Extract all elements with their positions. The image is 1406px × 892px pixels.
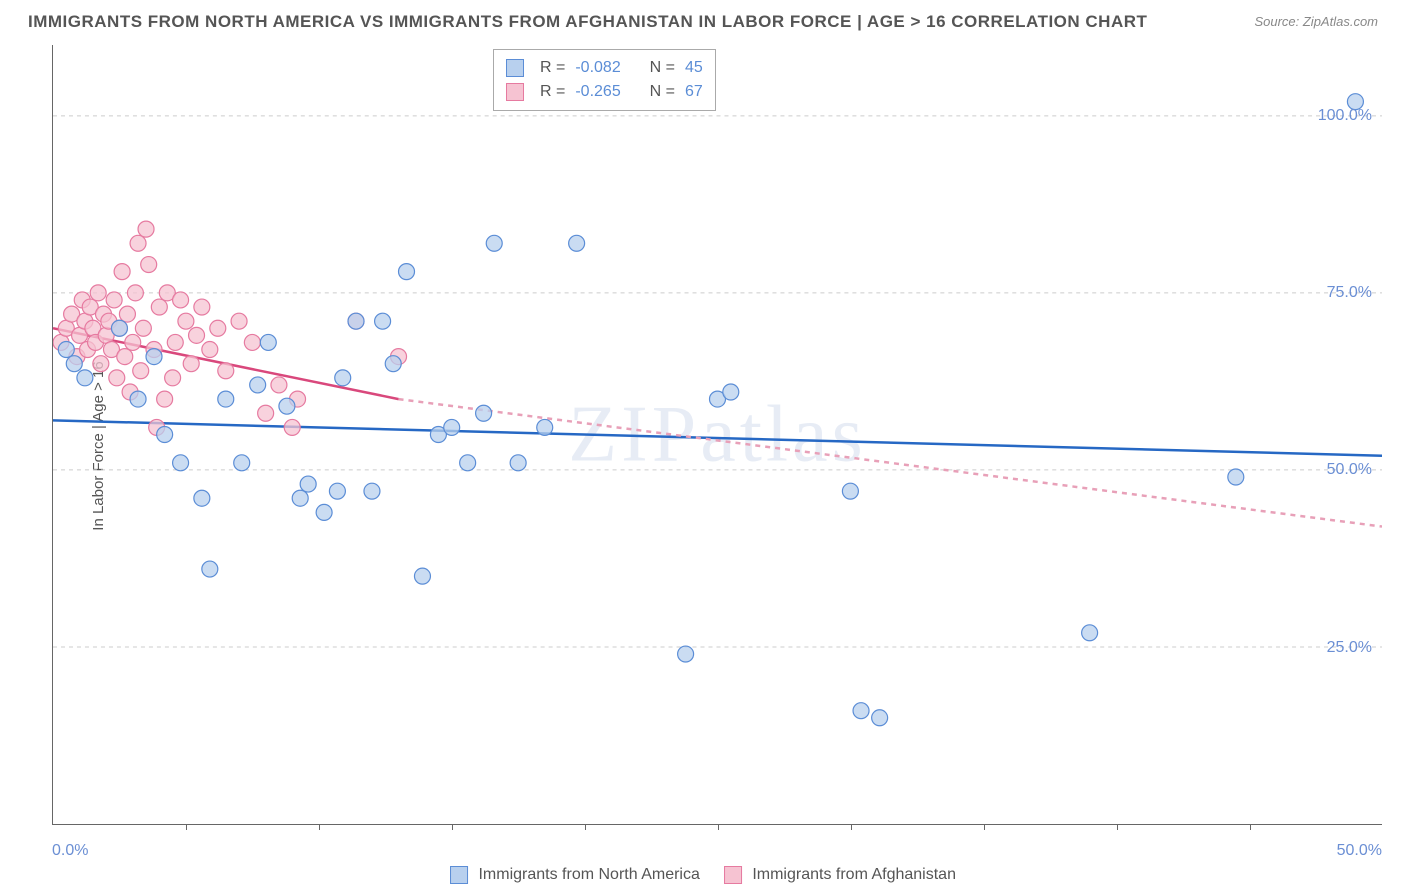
x-tick bbox=[319, 824, 320, 830]
legend-swatch-a-bottom bbox=[450, 866, 468, 884]
source-attribution: Source: ZipAtlas.com bbox=[1254, 14, 1378, 29]
legend-row-series-a: R = -0.082 N = 45 bbox=[506, 56, 703, 80]
x-tick bbox=[1250, 824, 1251, 830]
scatter-svg bbox=[53, 45, 1382, 824]
y-tick-label: 25.0% bbox=[1327, 639, 1372, 657]
series-legend: Immigrants from North America Immigrants… bbox=[450, 866, 956, 884]
legend-r-prefix: R = bbox=[540, 80, 565, 104]
legend-item-a: Immigrants from North America bbox=[450, 866, 700, 884]
y-tick-label: 100.0% bbox=[1318, 107, 1372, 125]
y-tick-label: 50.0% bbox=[1327, 461, 1372, 479]
x-tick bbox=[984, 824, 985, 830]
legend-n-value-b: 67 bbox=[685, 80, 703, 104]
x-tick bbox=[851, 824, 852, 830]
legend-n-prefix: N = bbox=[650, 80, 675, 104]
legend-row-series-b: R = -0.265 N = 67 bbox=[506, 80, 703, 104]
correlation-legend: R = -0.082 N = 45 R = -0.265 N = 67 bbox=[493, 49, 716, 111]
legend-n-value-a: 45 bbox=[685, 56, 703, 80]
legend-r-value-b: -0.265 bbox=[575, 80, 620, 104]
x-tick bbox=[186, 824, 187, 830]
legend-swatch-b-bottom bbox=[724, 866, 742, 884]
y-tick-label: 75.0% bbox=[1327, 284, 1372, 302]
x-tick bbox=[452, 824, 453, 830]
x-tick bbox=[585, 824, 586, 830]
legend-r-prefix: R = bbox=[540, 56, 565, 80]
legend-item-b: Immigrants from Afghanistan bbox=[724, 866, 956, 884]
legend-label-a: Immigrants from North America bbox=[478, 866, 699, 883]
legend-swatch-a bbox=[506, 59, 524, 77]
legend-r-value-a: -0.082 bbox=[575, 56, 620, 80]
chart-title: IMMIGRANTS FROM NORTH AMERICA VS IMMIGRA… bbox=[28, 12, 1147, 32]
x-tick bbox=[1117, 824, 1118, 830]
plot-area: ZIPatlas R = -0.082 N = 45 R = -0.265 N … bbox=[52, 45, 1382, 825]
x-axis-min-label: 0.0% bbox=[52, 842, 88, 860]
legend-label-b: Immigrants from Afghanistan bbox=[752, 866, 956, 883]
x-axis-max-label: 50.0% bbox=[1337, 842, 1382, 860]
legend-swatch-b bbox=[506, 83, 524, 101]
legend-n-prefix: N = bbox=[650, 56, 675, 80]
x-tick bbox=[718, 824, 719, 830]
